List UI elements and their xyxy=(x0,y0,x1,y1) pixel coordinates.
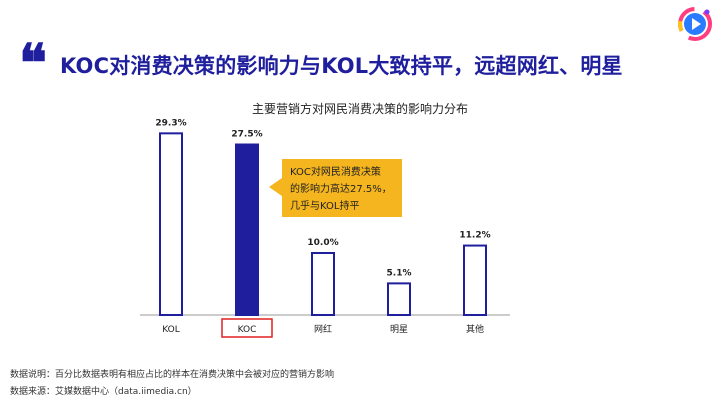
data-label-1: 27.5% xyxy=(231,130,262,140)
bar-0 xyxy=(159,132,183,317)
headline: ❝ KOC对消费决策的影响力与KOL大致持平，远超网红、明星 xyxy=(0,38,720,90)
callout-line-2: 的影响力高达27.5%， xyxy=(290,182,392,195)
category-label-0: KOL xyxy=(162,325,180,335)
data-label-3: 5.1% xyxy=(387,268,412,278)
quote-mark-icon: ❝ xyxy=(19,33,47,94)
bar-3 xyxy=(387,282,411,317)
data-label-0: 29.3% xyxy=(155,118,186,128)
data-label-2: 10.0% xyxy=(307,238,338,248)
highlight-category-box xyxy=(221,318,273,338)
bar-2 xyxy=(311,252,335,316)
callout-line-1: KOC对网民消费决策 xyxy=(290,165,381,178)
bar-4 xyxy=(463,244,487,316)
category-label-2: 网红 xyxy=(314,323,332,335)
bar-chart: 主要营销方对网民消费决策的影响力分布 29.3% KOL 27.5% KOC 10.0%… xyxy=(140,101,510,338)
data-note: 数据说明：百分比数据表明有相应占比的样本在消费决策中会被对应的营销方影响 xyxy=(10,370,335,380)
callout-box xyxy=(269,159,402,217)
category-label-3: 明星 xyxy=(390,324,408,335)
chart-title: 主要营销方对网民消费决策的影响力分布 xyxy=(252,101,468,116)
headline-text: KOC对消费决策的影响力与KOL大致持平，远超网红、明星 xyxy=(60,54,623,78)
callout-line-3: 几乎与KOL持平 xyxy=(290,199,359,212)
category-label-1: KOC xyxy=(238,325,257,335)
data-label-4: 11.2% xyxy=(459,231,490,241)
iimedia-play-logo-icon xyxy=(678,7,712,41)
bar-1 xyxy=(235,143,259,316)
category-label-4: 其他 xyxy=(466,323,484,335)
annotation-callout: KOC对网民消费决策 的影响力高达27.5%， 几乎与KOL持平 xyxy=(269,159,402,217)
data-source: 数据来源：艾媒数据中心（data.iimedia.cn） xyxy=(10,387,197,397)
